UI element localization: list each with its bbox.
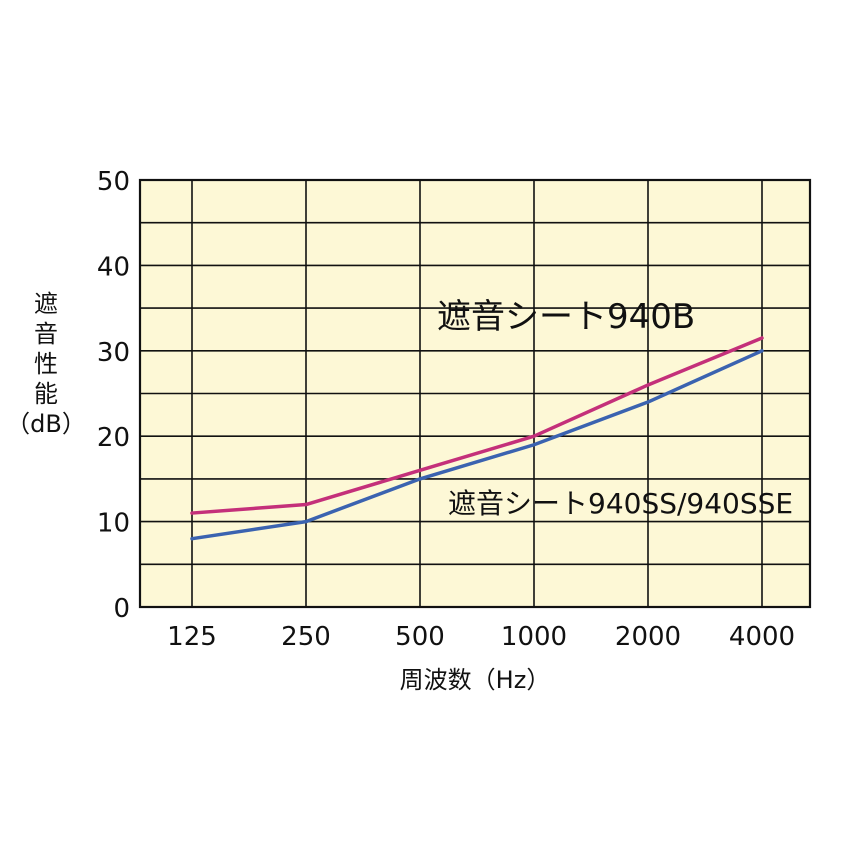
series-lines [190, 336, 764, 541]
series-line-1 [190, 349, 764, 541]
y-axis-title-line: 遮 [34, 290, 58, 318]
x-tick-label: 2000 [615, 622, 681, 652]
y-axis-title-line: 能 [34, 380, 58, 408]
series-label-940ss-940sse: 遮音シート940SS/940SSE [448, 487, 793, 520]
y-tick-label: 10 [97, 509, 130, 539]
y-axis-ticks: 0 10 20 30 40 50 [97, 167, 130, 624]
plot-border [138, 178, 812, 609]
y-axis-title-line: （dB） [6, 410, 86, 438]
x-tick-label: 125 [167, 622, 217, 652]
y-tick-label: 40 [97, 252, 130, 282]
series-label-940b: 遮音シート940B [437, 297, 695, 337]
series-line-0 [190, 336, 764, 515]
x-tick-label: 4000 [729, 622, 795, 652]
y-tick-label: 0 [113, 594, 130, 624]
x-axis-title: 周波数（Hz） [400, 666, 551, 694]
y-axis-title-line: 性 [34, 350, 58, 378]
y-tick-label: 50 [97, 167, 130, 197]
y-tick-label: 30 [97, 338, 130, 368]
y-tick-label: 20 [97, 423, 130, 453]
x-axis-ticks: 125 250 500 1000 2000 4000 [167, 622, 795, 652]
x-tick-label: 1000 [501, 622, 567, 652]
y-axis-title-line: 音 [34, 320, 58, 348]
x-tick-label: 250 [281, 622, 331, 652]
x-tick-label: 500 [395, 622, 445, 652]
